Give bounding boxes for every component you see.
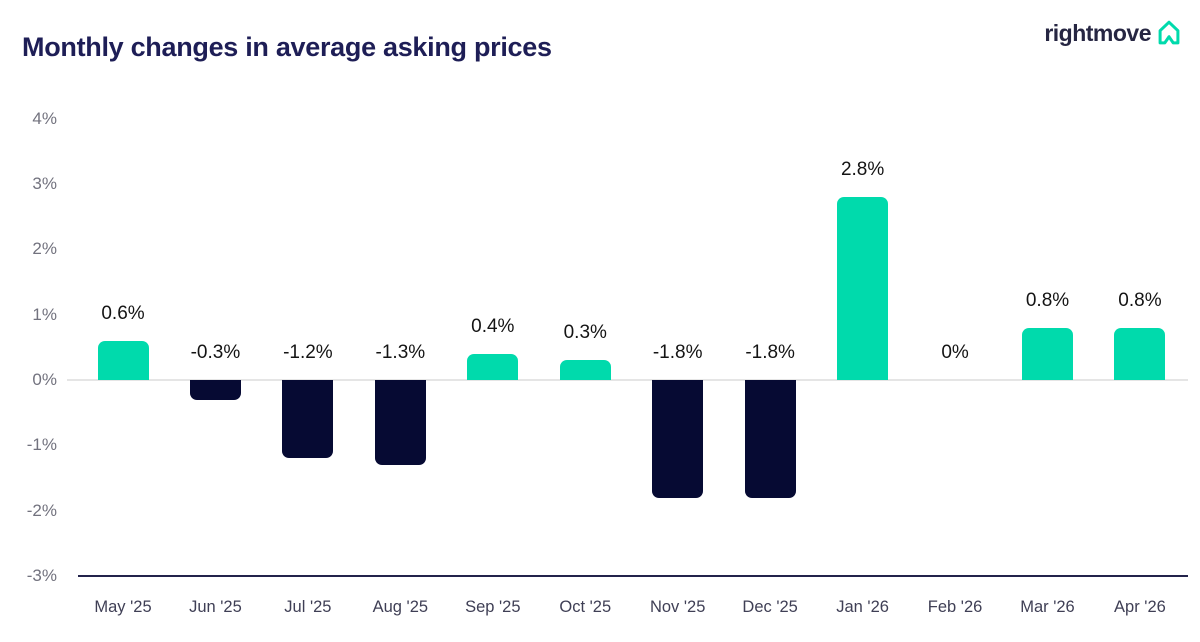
y-axis-tick-label: 2% xyxy=(32,239,57,259)
bar-jul-25 xyxy=(282,380,334,459)
bar-dec-25 xyxy=(744,380,796,498)
bar-value-label-sep-25: 0.4% xyxy=(471,315,515,337)
bar-value-label-jan-26: 2.8% xyxy=(840,159,885,181)
bar-value-label-dec-25: -1.8% xyxy=(745,342,795,363)
bar-value-label-aug-25: -1.3% xyxy=(375,342,426,363)
x-axis-label-feb-26: Feb '26 xyxy=(927,598,983,616)
x-axis-label-sep-25: Sep '25 xyxy=(465,598,521,616)
y-axis-tick-label: 3% xyxy=(32,174,57,193)
y-axis-tick-label: 1% xyxy=(32,304,57,324)
page-title: Monthly changes in average asking prices xyxy=(22,32,552,62)
bar-value-label-oct-25: 0.3% xyxy=(563,322,607,344)
bar-jan-26 xyxy=(837,197,889,380)
x-axis-label-mar-26: Mar '26 xyxy=(1020,598,1075,616)
bar-aug-25 xyxy=(374,380,426,465)
rightmove-house-icon xyxy=(1158,20,1180,45)
y-axis-tick-label: -3% xyxy=(26,565,57,585)
bar-jun-25 xyxy=(189,380,241,400)
bar-value-label-may-25: 0.6% xyxy=(101,302,145,324)
bar-value-label-jun-25: -0.3% xyxy=(190,342,241,363)
bar-value-label-feb-26: 0% xyxy=(941,342,969,363)
bar-value-label-apr-26: 0.8% xyxy=(1118,289,1162,311)
x-axis-label-nov-25: Nov '25 xyxy=(649,598,706,616)
y-axis-tick-label: 0% xyxy=(32,370,57,389)
x-axis-label-oct-25: Oct '25 xyxy=(559,598,612,616)
bar-mar-26 xyxy=(1022,327,1073,380)
bar-nov-25 xyxy=(652,380,704,498)
x-axis-label-may-25: May '25 xyxy=(94,598,152,616)
bar-apr-26 xyxy=(1114,327,1166,380)
chart-header: Monthly changes in average asking prices… xyxy=(0,0,1200,70)
x-axis-label-aug-25: Aug '25 xyxy=(372,598,429,616)
rightmove-logo: rightmove xyxy=(1044,18,1184,48)
x-axis-label-jan-26: Jan '26 xyxy=(836,598,889,616)
bar-value-label-jul-25: -1.2% xyxy=(283,342,333,363)
x-axis-label-jul-25: Jul '25 xyxy=(284,598,332,616)
y-axis-tick-label: -1% xyxy=(26,435,57,455)
x-axis-line xyxy=(78,574,1188,577)
x-axis-label-apr-26: Apr '26 xyxy=(1114,598,1166,616)
x-axis-label-dec-25: Dec '25 xyxy=(742,598,798,616)
bar-oct-25 xyxy=(559,360,611,380)
bar-may-25 xyxy=(97,340,149,380)
x-axis-label-jun-25: Jun '25 xyxy=(189,598,242,616)
bar-value-label-mar-26: 0.8% xyxy=(1025,289,1070,311)
y-axis-tick-label: 4% xyxy=(32,108,57,128)
bar-value-label-nov-25: -1.8% xyxy=(652,342,703,363)
zero-gridline xyxy=(67,379,1188,381)
y-axis-tick-label: -2% xyxy=(26,500,57,520)
bar-sep-25 xyxy=(467,353,519,380)
rightmove-logo-text: rightmove xyxy=(1044,19,1151,46)
